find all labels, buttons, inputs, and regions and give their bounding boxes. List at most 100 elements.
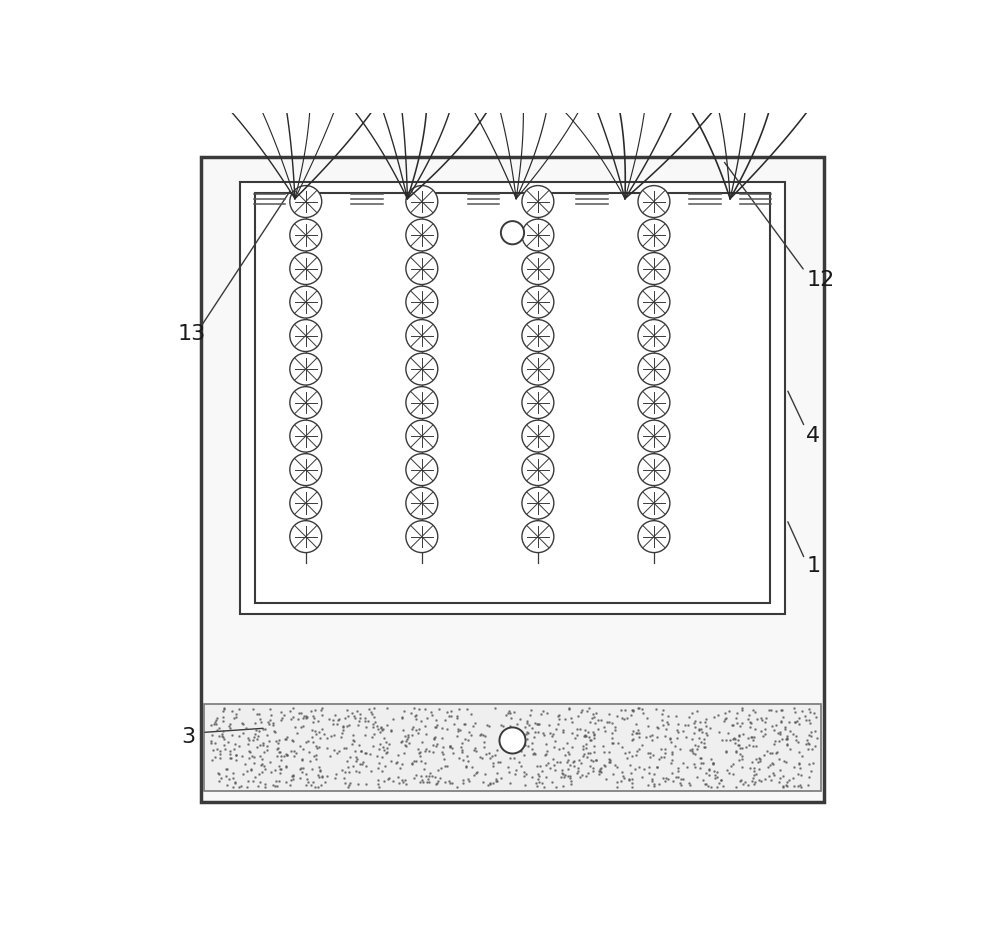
- Point: [535, 725, 551, 740]
- Point: [768, 718, 784, 733]
- Point: [679, 760, 695, 775]
- Point: [789, 713, 805, 728]
- Point: [294, 753, 310, 768]
- Point: [353, 743, 369, 758]
- Point: [538, 737, 554, 752]
- Point: [445, 746, 461, 761]
- Point: [224, 704, 240, 719]
- Point: [601, 715, 617, 730]
- Point: [634, 702, 650, 717]
- Point: [779, 732, 795, 747]
- Text: 13: 13: [177, 324, 206, 344]
- Point: [340, 708, 356, 723]
- Point: [690, 739, 706, 754]
- Point: [670, 761, 686, 776]
- Point: [546, 757, 562, 772]
- Point: [591, 767, 607, 782]
- Point: [416, 761, 432, 776]
- Point: [209, 723, 225, 738]
- Point: [692, 715, 708, 730]
- Point: [508, 731, 524, 746]
- Point: [544, 728, 560, 743]
- Point: [502, 775, 518, 790]
- Point: [284, 768, 300, 783]
- Point: [779, 737, 795, 752]
- Point: [331, 712, 347, 727]
- Point: [623, 707, 639, 723]
- Point: [206, 716, 222, 731]
- Point: [405, 720, 421, 735]
- Point: [578, 729, 594, 744]
- Point: [631, 725, 647, 740]
- Point: [329, 745, 345, 760]
- Point: [746, 760, 762, 775]
- Point: [706, 709, 722, 724]
- Point: [406, 754, 422, 769]
- Point: [493, 718, 509, 733]
- Point: [245, 773, 261, 788]
- Point: [298, 734, 314, 749]
- Point: [740, 731, 756, 746]
- Point: [401, 736, 417, 751]
- Point: [411, 746, 427, 761]
- Point: [575, 739, 591, 754]
- Point: [557, 711, 573, 726]
- Point: [360, 713, 376, 728]
- Point: [345, 733, 361, 748]
- Point: [625, 703, 641, 718]
- Point: [530, 716, 546, 731]
- Point: [512, 712, 528, 727]
- Point: [692, 760, 708, 775]
- Circle shape: [290, 420, 322, 452]
- Point: [326, 742, 342, 757]
- Point: [481, 718, 497, 733]
- Point: [260, 714, 276, 729]
- Point: [263, 765, 279, 780]
- Point: [366, 709, 382, 724]
- Point: [599, 714, 615, 729]
- Circle shape: [522, 286, 554, 318]
- Point: [209, 711, 225, 726]
- Point: [527, 715, 543, 730]
- Point: [681, 775, 697, 790]
- Point: [414, 772, 430, 788]
- Point: [520, 725, 536, 740]
- Point: [573, 705, 589, 720]
- Point: [375, 739, 391, 755]
- Point: [417, 755, 433, 771]
- Point: [801, 756, 817, 771]
- Point: [298, 708, 314, 723]
- Point: [228, 753, 244, 768]
- Point: [421, 768, 437, 783]
- Point: [790, 735, 806, 750]
- Point: [519, 724, 535, 739]
- Circle shape: [638, 186, 670, 218]
- Point: [564, 714, 580, 729]
- Point: [454, 736, 470, 751]
- Polygon shape: [735, 33, 753, 59]
- Point: [744, 729, 760, 744]
- Point: [628, 748, 644, 763]
- Point: [214, 727, 230, 742]
- Point: [516, 769, 532, 784]
- Point: [254, 756, 270, 771]
- Point: [312, 731, 328, 746]
- Point: [709, 765, 725, 780]
- Point: [731, 727, 747, 742]
- Point: [430, 762, 446, 777]
- Point: [601, 706, 617, 722]
- Point: [357, 713, 373, 728]
- Point: [646, 766, 662, 781]
- Point: [735, 726, 751, 741]
- Point: [770, 725, 786, 740]
- Circle shape: [406, 186, 438, 218]
- Point: [705, 755, 721, 770]
- Point: [337, 764, 353, 779]
- Point: [502, 718, 518, 733]
- Point: [777, 722, 793, 737]
- Point: [207, 750, 223, 765]
- Polygon shape: [738, 12, 762, 32]
- Point: [578, 769, 594, 784]
- Point: [572, 722, 588, 737]
- Point: [278, 746, 294, 761]
